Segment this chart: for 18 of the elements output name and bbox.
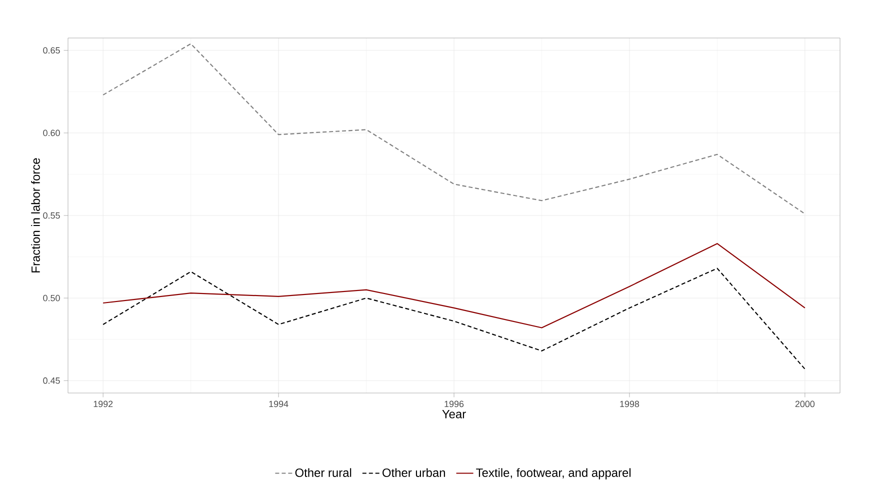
line-series: [102, 243, 806, 328]
y-tick-label: 0.45: [43, 377, 60, 384]
x-tick-label: 2000: [795, 400, 815, 408]
legend-label: Other rural: [295, 468, 352, 477]
x-tick-label: 1998: [620, 400, 640, 408]
y-tick-label: 0.55: [43, 212, 60, 219]
x-axis-title: Year: [442, 410, 466, 418]
y-tick-label: 0.60: [43, 130, 60, 136]
y-tick-label: 0.50: [43, 294, 60, 302]
y-tick-label: 0.65: [43, 47, 60, 54]
line-series: [102, 268, 806, 370]
legend-label: Textile, footwear, and apparel: [476, 468, 631, 480]
y-axis-title: Fraction in labor force: [31, 158, 40, 272]
x-tick-label: 1992: [94, 400, 113, 408]
x-tick-label: 1996: [444, 400, 464, 408]
x-tick-label: 1994: [269, 400, 288, 408]
line-series: [102, 43, 806, 214]
legend-label: Other urban: [382, 468, 445, 477]
